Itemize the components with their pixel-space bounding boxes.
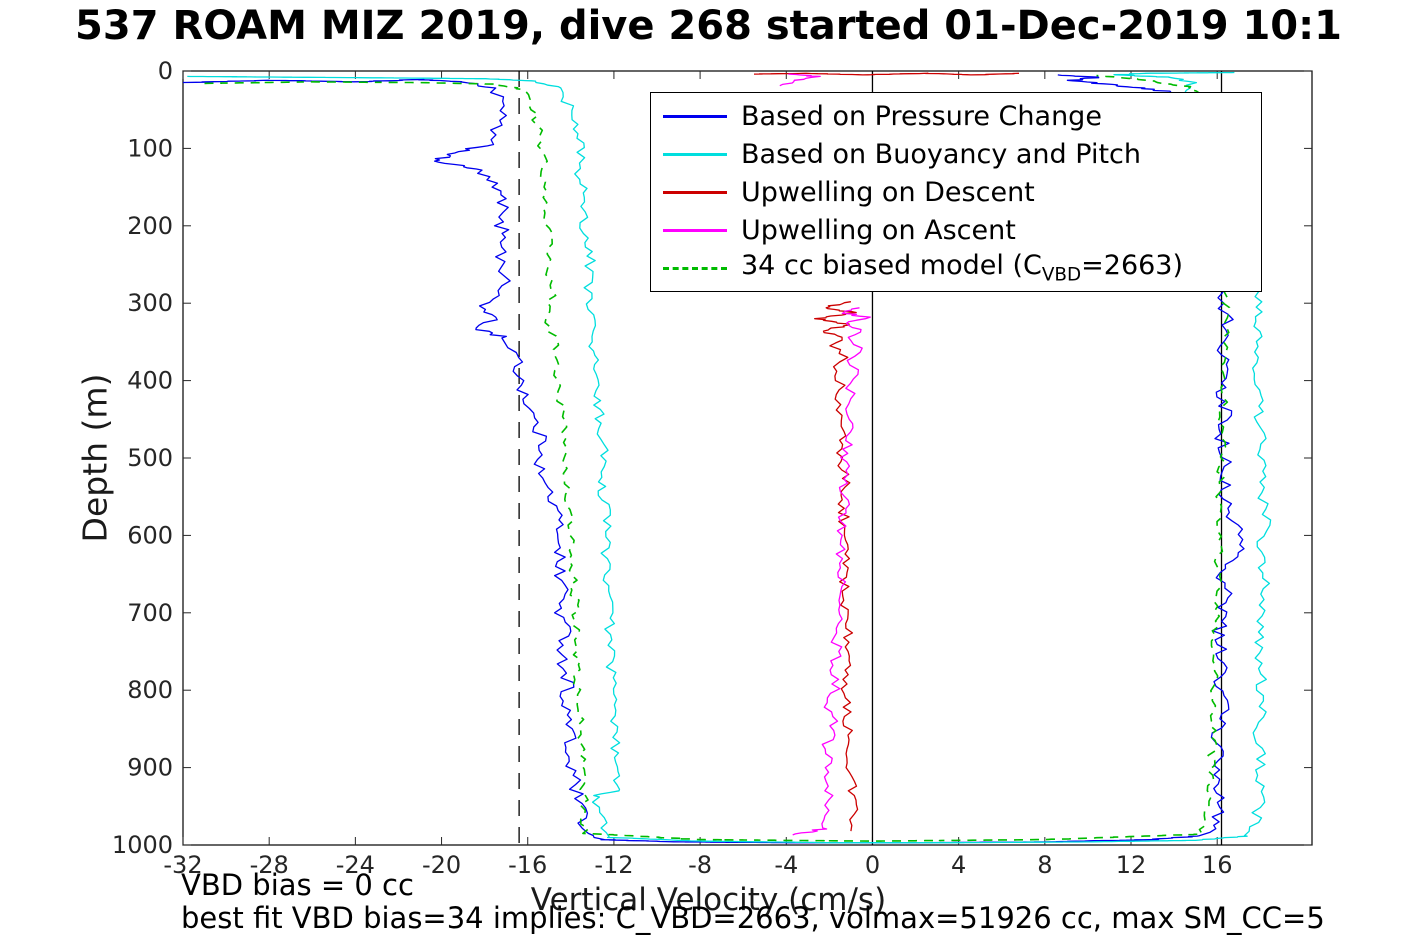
x-tick-label: -16 xyxy=(508,851,547,879)
series-line-upwelling-descent-0 xyxy=(753,72,1020,76)
legend-label: Based on Pressure Change xyxy=(741,100,1102,132)
y-tick-label: 900 xyxy=(127,754,173,782)
legend-item-biased-model: 34 cc biased model (CVBD=2663) xyxy=(663,249,1261,287)
series-line-upwelling-ascent-1 xyxy=(792,307,871,836)
legend-label: Based on Buoyancy and Pitch xyxy=(741,138,1141,170)
series-line-buoyancy-pitch-0 xyxy=(187,71,1272,844)
data-layer xyxy=(183,71,1272,845)
legend-line-sample xyxy=(663,190,727,194)
x-tick-label: -24 xyxy=(336,851,375,879)
x-tick-label: 4 xyxy=(951,851,966,879)
y-tick-label: 500 xyxy=(127,444,173,472)
x-tick-label: -8 xyxy=(688,851,712,879)
chart-title: 537 ROAM MIZ 2019, dive 268 started 01-D… xyxy=(75,3,1342,49)
y-tick-label: 800 xyxy=(127,676,173,704)
y-tick-label: 0 xyxy=(158,57,173,85)
x-tick-label: -28 xyxy=(250,851,289,879)
legend-line-sample xyxy=(663,266,727,270)
annotation-vbd-bias: VBD bias = 0 cc xyxy=(181,868,414,902)
x-tick-label: -12 xyxy=(594,851,633,879)
x-tick-label: -20 xyxy=(422,851,461,879)
y-tick-label: 200 xyxy=(127,212,173,240)
legend: Based on Pressure Change Based on Buoyan… xyxy=(650,92,1262,292)
annotation-best-fit: best fit VBD bias=34 implies: C_VBD=2663… xyxy=(181,901,1325,935)
x-axis-label: Vertical Velocity (cm/s) xyxy=(530,882,887,918)
series-line-upwelling-descent-1 xyxy=(814,301,859,832)
y-tick-label: 100 xyxy=(127,134,173,162)
legend-item-buoyancy-pitch: Based on Buoyancy and Pitch xyxy=(663,135,1261,173)
legend-line-sample xyxy=(663,228,727,232)
x-tick-label: 8 xyxy=(1037,851,1052,879)
legend-line-sample xyxy=(663,114,727,118)
y-tick-label: 600 xyxy=(127,521,173,549)
legend-line-sample xyxy=(663,152,727,156)
y-tick-label: 300 xyxy=(127,289,173,317)
x-tick-label: 12 xyxy=(1116,851,1147,879)
legend-item-pressure-change: Based on Pressure Change xyxy=(663,97,1261,135)
legend-label: Upwelling on Descent xyxy=(741,176,1035,208)
y-tick-label: 400 xyxy=(127,367,173,395)
series-line-upwelling-ascent-0 xyxy=(779,73,821,87)
x-tick-label: -4 xyxy=(774,851,798,879)
legend-item-upwelling-descent: Upwelling on Descent xyxy=(663,173,1261,211)
legend-item-upwelling-ascent: Upwelling on Ascent xyxy=(663,211,1261,249)
y-tick-label: 1000 xyxy=(112,831,173,859)
series-line-biased-model-0 xyxy=(204,74,1234,842)
y-tick-label: 700 xyxy=(127,599,173,627)
legend-label: 34 cc biased model (CVBD=2663) xyxy=(741,250,1184,286)
legend-label: Upwelling on Ascent xyxy=(741,214,1016,246)
x-tick-label: 0 xyxy=(865,851,880,879)
x-tick-label: 16 xyxy=(1202,851,1233,879)
x-tick-label: -32 xyxy=(163,851,202,879)
